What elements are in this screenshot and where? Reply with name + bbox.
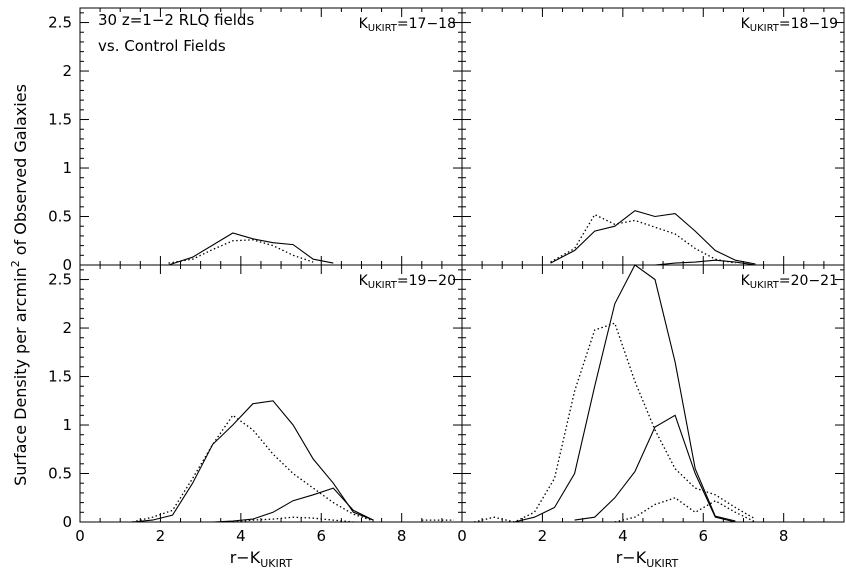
y-tick-label: 2 xyxy=(62,319,72,337)
x-axis-title-left: r−KUKIRT xyxy=(230,548,293,569)
series-line-solid-0 xyxy=(132,400,374,523)
y-axis-title: Surface Density per arcmin2 of Observed … xyxy=(9,84,30,486)
x-tick-label: 0 xyxy=(457,527,467,545)
series-line-dotted-1 xyxy=(168,239,314,264)
panel-k19-20: 0 0.5 1 1.5 2 2.5 0 2 4 6 8 KUKIRT=19−20 xyxy=(48,264,463,545)
x-tick-label: 6 xyxy=(698,527,708,545)
x-tick-label: 0 xyxy=(75,527,85,545)
panel-frame xyxy=(79,264,463,523)
panel-frame xyxy=(461,264,845,523)
series-line-dotted-1 xyxy=(132,414,374,523)
x-tick-label: 4 xyxy=(236,527,246,545)
series-line-solid-0 xyxy=(550,210,756,265)
series-line-solid-2 xyxy=(212,487,374,523)
series-line-dotted-1 xyxy=(473,322,756,523)
panel-k20-21: 0 2 4 6 8 KUKIRT=20−21 xyxy=(457,264,845,545)
panel-k18-19: KUKIRT=18−19 xyxy=(461,7,845,266)
series-line-dotted-1 xyxy=(550,213,736,264)
y-tick-label: 0 xyxy=(62,256,72,274)
series-line-dotted-3 xyxy=(614,497,756,523)
panel-k17-18: 0 0.5 1 1.5 2 2.5 KUKIRT=17−18 xyxy=(48,7,463,274)
panel-label: KUKIRT=19−20 xyxy=(359,273,456,291)
panel-label: KUKIRT=17−18 xyxy=(359,16,456,34)
annotation-line-1: 30 z=1−2 RLQ fields xyxy=(98,11,254,29)
series-line-solid-0 xyxy=(514,264,736,523)
annotation-line-2: vs. Control Fields xyxy=(98,37,226,55)
series-line-solid-2 xyxy=(574,414,736,523)
y-tick-label: 2.5 xyxy=(48,271,72,289)
y-tick-label: 2.5 xyxy=(48,14,72,32)
panel-label: KUKIRT=20−21 xyxy=(741,273,838,291)
y-tick-label: 1 xyxy=(62,416,72,434)
y-tick-label: 0.5 xyxy=(48,465,72,483)
y-tick-label: 0 xyxy=(62,513,72,531)
panel-label: KUKIRT=18−19 xyxy=(741,16,838,34)
x-tick-label: 8 xyxy=(779,527,789,545)
y-tick-label: 1 xyxy=(62,159,72,177)
y-tick-label: 0.5 xyxy=(48,208,72,226)
x-tick-label: 6 xyxy=(316,527,326,545)
x-axis-title-right: r−KUKIRT xyxy=(616,548,679,569)
x-tick-label: 8 xyxy=(397,527,407,545)
series-line-solid-0 xyxy=(168,232,334,266)
y-tick-label: 1.5 xyxy=(48,368,72,386)
x-tick-label: 2 xyxy=(156,527,166,545)
y-tick-label: 1.5 xyxy=(48,111,72,129)
y-tick-label: 2 xyxy=(62,62,72,80)
x-tick-label: 2 xyxy=(538,527,548,545)
x-tick-label: 4 xyxy=(618,527,628,545)
series-line-dotted-3 xyxy=(232,516,354,523)
